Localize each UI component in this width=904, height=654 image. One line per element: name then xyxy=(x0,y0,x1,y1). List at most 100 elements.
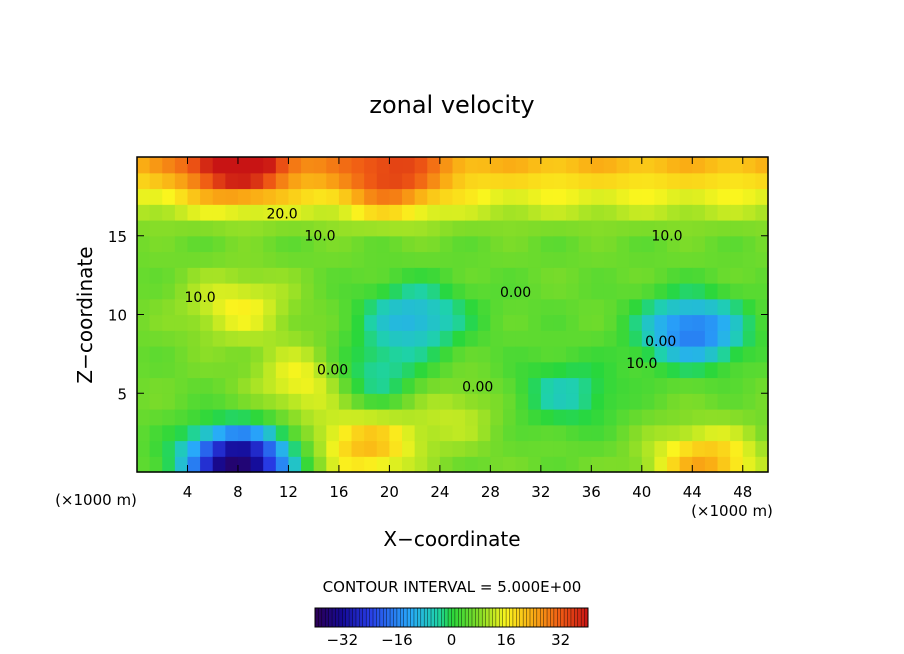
field-cell xyxy=(338,172,353,190)
contour-label: 0.00 xyxy=(500,285,531,301)
colorbar-swatch xyxy=(502,608,507,627)
field-cell xyxy=(540,235,555,253)
field-cell xyxy=(250,235,264,253)
colorbar-swatch xyxy=(564,608,568,627)
field-cell xyxy=(452,440,466,457)
field-cell xyxy=(187,330,201,347)
field-cell xyxy=(755,188,769,205)
field-cell xyxy=(288,393,302,410)
field-cell xyxy=(376,283,390,300)
field-cell xyxy=(200,298,214,316)
field-cell xyxy=(616,298,630,316)
field-cell xyxy=(313,204,327,221)
field-cell xyxy=(263,330,277,347)
field-cell xyxy=(389,424,403,442)
field-cell xyxy=(477,298,491,316)
field-cell xyxy=(338,424,353,442)
field-cell xyxy=(326,409,340,426)
field-cell xyxy=(351,220,365,237)
field-cell xyxy=(465,220,479,237)
field-cell xyxy=(288,377,302,394)
field-cell xyxy=(212,251,226,268)
colorbar-swatch xyxy=(441,608,446,627)
field-cell xyxy=(174,235,189,253)
field-cell xyxy=(641,377,656,394)
field-cell xyxy=(200,314,214,331)
field-cell xyxy=(629,346,643,363)
field-cell xyxy=(439,220,454,237)
field-cell xyxy=(326,220,340,237)
colorbar-frame xyxy=(314,607,589,628)
field-cell xyxy=(402,251,416,268)
colorbar-tick-label: −16 xyxy=(381,631,413,649)
field-cell xyxy=(439,235,454,253)
colorbar-swatch xyxy=(386,608,391,627)
field-cell xyxy=(603,172,618,190)
field-cell xyxy=(237,204,252,221)
field-cell xyxy=(427,204,441,221)
field-cell xyxy=(301,440,315,457)
field-cell xyxy=(149,172,163,190)
field-cell xyxy=(149,424,163,442)
field-cell xyxy=(414,424,428,442)
field-cell xyxy=(477,330,491,347)
field-cell xyxy=(755,220,769,237)
colorbar-swatch xyxy=(355,608,360,627)
field-cell xyxy=(187,424,201,442)
field-cell xyxy=(490,377,504,394)
field-cell xyxy=(692,298,706,316)
field-cell xyxy=(528,361,542,379)
field-cell xyxy=(137,267,151,284)
colorbar-swatch xyxy=(465,608,469,627)
field-cell xyxy=(654,204,668,221)
field-cell xyxy=(364,377,378,394)
field-cell xyxy=(502,330,517,347)
colorbar-swatch xyxy=(550,608,555,627)
field-cell xyxy=(667,377,681,394)
colorbar-swatch xyxy=(533,608,538,627)
field-cell xyxy=(717,204,731,221)
field-cell xyxy=(515,361,529,379)
field-cell xyxy=(477,424,491,442)
field-cell xyxy=(200,377,214,394)
field-cell xyxy=(566,330,580,347)
field-cell xyxy=(452,157,466,174)
field-cell xyxy=(364,440,378,457)
field-cell xyxy=(263,220,277,237)
field-cell xyxy=(313,330,327,347)
field-cell xyxy=(477,251,491,268)
colorbar-swatch xyxy=(482,608,487,627)
contour-interval-text: CONTOUR INTERVAL = 5.000E+00 xyxy=(323,578,582,596)
field-cell xyxy=(237,188,252,205)
field-cell xyxy=(275,267,290,284)
field-cell xyxy=(502,157,517,174)
field-cell xyxy=(187,251,201,268)
field-cell xyxy=(591,409,605,426)
field-cell xyxy=(465,157,479,174)
field-cell xyxy=(692,235,706,253)
field-cell xyxy=(149,456,163,473)
field-cell xyxy=(376,314,390,331)
field-cell xyxy=(288,361,302,379)
field-cell xyxy=(162,361,176,379)
x-axis-label: X−coordinate xyxy=(383,527,520,551)
field-cell xyxy=(654,393,668,410)
field-cell xyxy=(654,314,668,331)
field-cell xyxy=(402,330,416,347)
field-cell xyxy=(237,456,252,473)
field-cell xyxy=(149,393,163,410)
colorbar-swatch xyxy=(512,608,517,627)
field-cell xyxy=(502,314,517,331)
field-cell xyxy=(313,235,327,253)
field-cell xyxy=(414,393,428,410)
field-cell xyxy=(275,172,290,190)
field-cell xyxy=(263,377,277,394)
colorbar-swatch xyxy=(379,608,384,627)
field-cell xyxy=(566,298,580,316)
field-cell xyxy=(439,424,454,442)
field-cell xyxy=(755,204,769,221)
field-cell xyxy=(692,157,706,174)
field-cell xyxy=(402,267,416,284)
field-cell xyxy=(553,172,567,190)
field-cell xyxy=(667,346,681,363)
